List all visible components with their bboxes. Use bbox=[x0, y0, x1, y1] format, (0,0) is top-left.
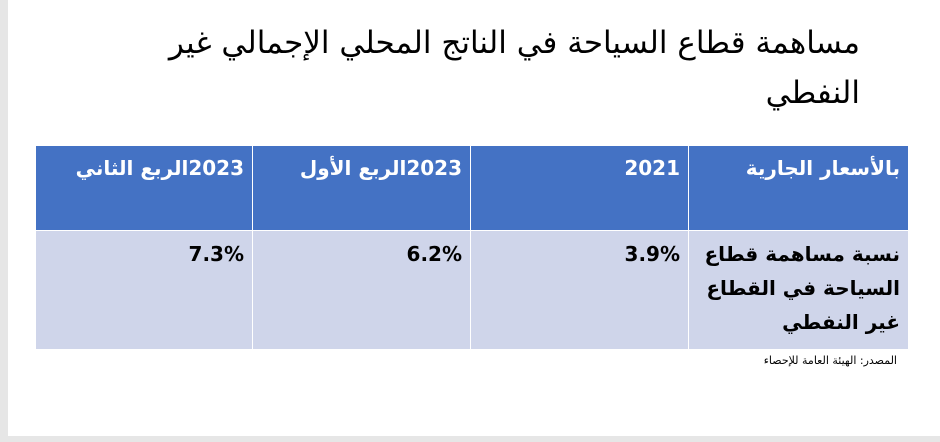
column-header: بالأسعار الجارية bbox=[688, 145, 909, 231]
column-header: 2023الربع الثاني bbox=[35, 145, 253, 231]
frame bbox=[0, 0, 8, 442]
cell: 3.9% bbox=[470, 230, 689, 350]
cell: 6.2% bbox=[252, 230, 471, 350]
title: مساهمة قطاع السياحة في الناتج المحلي الإ… bbox=[168, 25, 860, 111]
data-table: بالأسعار الجارية 2021 2023الربع الأول 20… bbox=[35, 145, 909, 350]
row-label: نسبة مساهمة قطاع السياحة في القطاع غير ا… bbox=[688, 230, 909, 350]
frame bbox=[0, 436, 940, 442]
column-header: 2023الربع الأول bbox=[252, 145, 471, 231]
header-row: بالأسعار الجارية 2021 2023الربع الأول 20… bbox=[35, 145, 909, 231]
column-header: 2021 bbox=[470, 145, 689, 231]
table-row: نسبة مساهمة قطاع السياحة في القطاع غير ا… bbox=[35, 230, 909, 350]
cell: 7.3% bbox=[35, 230, 253, 350]
source-note: المصدر: الهيئة العامة للإحصاء bbox=[763, 354, 897, 367]
